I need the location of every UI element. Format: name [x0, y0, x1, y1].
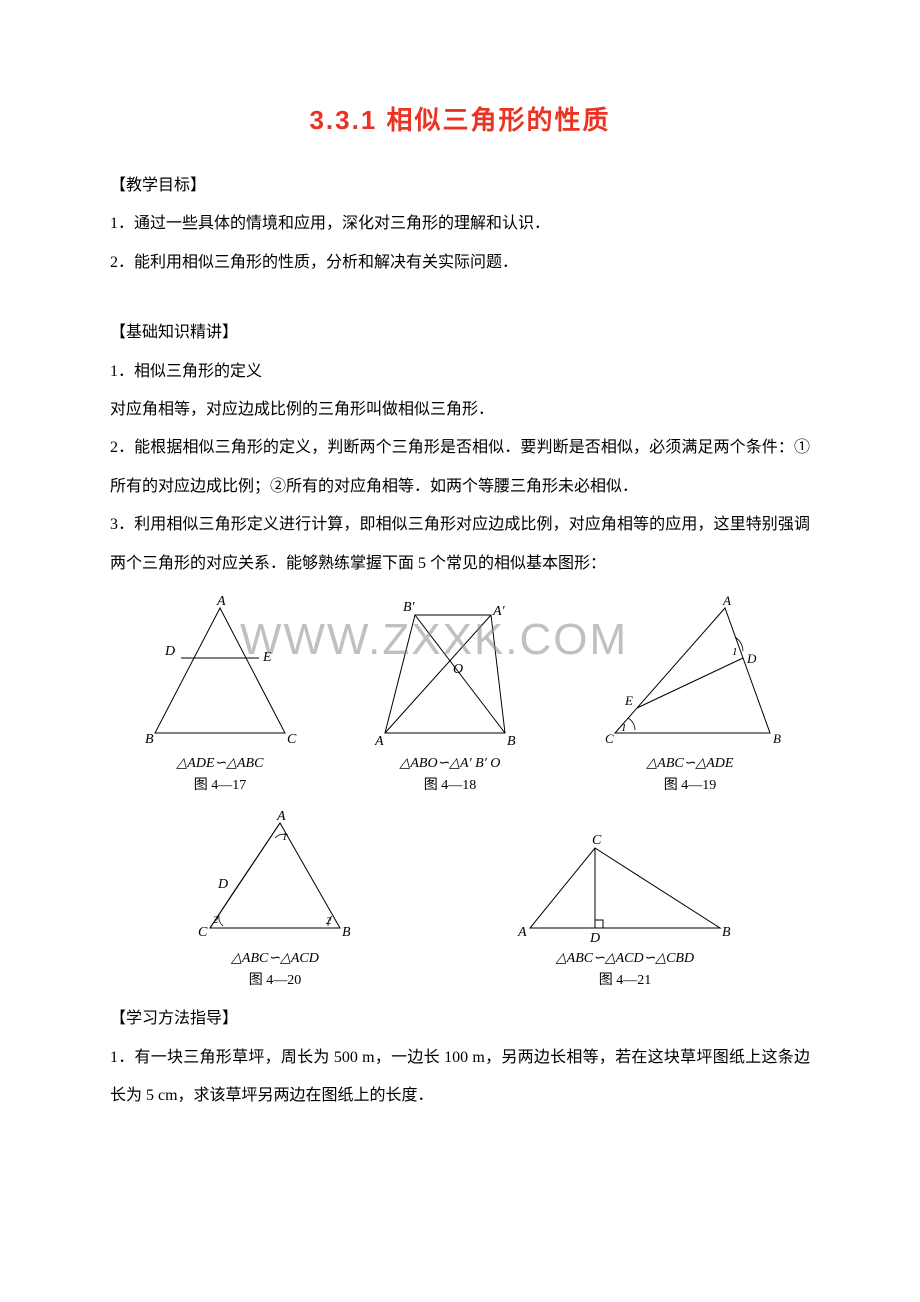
figure-label: 图 4—17 [194, 778, 247, 793]
triangle-diagram-18: B′ A′ O A B [355, 593, 545, 753]
basics-heading: 【基础知识精讲】 [110, 314, 810, 352]
svg-text:D: D [746, 651, 757, 666]
figure-caption-21: △ABC∽△ACD∽△CBD 图 4—21 [556, 948, 694, 993]
figures-row-1: A D E B C △ADE∽△ABC 图 4—17 B′ A′ O A [110, 593, 810, 798]
methods-heading: 【学习方法指导】 [110, 1000, 810, 1038]
svg-text:1: 1 [732, 646, 738, 658]
svg-text:B: B [507, 734, 516, 749]
svg-text:C: C [605, 731, 614, 746]
triangle-diagram-17: A D E B C [135, 593, 305, 753]
figure-4-18: B′ A′ O A B △ABO∽△A′ B′ O 图 4—18 [355, 593, 545, 798]
svg-text:A: A [216, 594, 226, 609]
figure-caption-18: △ABO∽△A′ B′ O 图 4—18 [400, 753, 501, 798]
svg-text:1: 1 [621, 722, 627, 734]
figure-formula: △ABC∽△ADE [647, 756, 734, 771]
figure-4-21: C A D B △ABC∽△ACD∽△CBD 图 4—21 [510, 828, 740, 993]
svg-text:D: D [164, 644, 175, 659]
svg-text:2: 2 [326, 915, 332, 927]
figures-row-2: A D C B 1 2 2 △ABC∽△ACD 图 4—20 C A [110, 808, 810, 993]
objectives-item-1: 1．通过一些具体的情境和应用，深化对三角形的理解和认识． [110, 205, 810, 243]
figure-caption-17: △ADE∽△ABC 图 4—17 [177, 753, 264, 798]
figure-formula: △ADE∽△ABC [177, 756, 264, 771]
figure-label: 图 4—20 [249, 973, 302, 988]
svg-text:1: 1 [282, 831, 288, 843]
svg-text:C: C [198, 925, 208, 940]
basics-item-4: 3．利用相似三角形定义进行计算，即相似三角形对应边成比例，对应角相等的应用，这里… [110, 506, 810, 583]
figure-4-17: A D E B C △ADE∽△ABC 图 4—17 [135, 593, 305, 798]
svg-text:O: O [453, 662, 463, 677]
svg-text:C: C [287, 732, 297, 747]
figure-formula: △ABC∽△ACD [231, 951, 319, 966]
figure-label: 图 4—18 [424, 778, 477, 793]
svg-text:A: A [722, 593, 731, 608]
svg-text:B: B [722, 925, 731, 940]
svg-text:B′: B′ [403, 600, 416, 615]
basics-item-3: 2．能根据相似三角形的定义，判断两个三角形是否相似．要判断是否相似，必须满足两个… [110, 429, 810, 506]
objectives-heading: 【教学目标】 [110, 167, 810, 205]
figure-4-19: A D E C B 1 1 △ABC∽△ADE 图 4—19 [595, 593, 785, 798]
svg-text:B: B [145, 732, 154, 747]
figure-caption-19: △ABC∽△ADE 图 4—19 [647, 753, 734, 798]
svg-text:A′: A′ [492, 604, 506, 619]
basics-item-1: 1．相似三角形的定义 [110, 353, 810, 391]
triangle-diagram-19: A D E C B 1 1 [595, 593, 785, 753]
figure-label: 图 4—19 [664, 778, 717, 793]
triangle-diagram-21: C A D B [510, 828, 740, 948]
svg-text:D: D [589, 931, 600, 946]
svg-text:E: E [624, 693, 633, 708]
figure-formula: △ABO∽△A′ B′ O [400, 756, 501, 771]
svg-text:A: A [517, 925, 527, 940]
figure-label: 图 4—21 [599, 973, 652, 988]
svg-text:A: A [276, 809, 286, 824]
objectives-item-2: 2．能利用相似三角形的性质，分析和解决有关实际问题． [110, 244, 810, 282]
spacer [110, 282, 810, 306]
basics-item-2: 对应角相等，对应边成比例的三角形叫做相似三角形． [110, 391, 810, 429]
svg-text:B: B [342, 925, 351, 940]
figure-caption-20: △ABC∽△ACD 图 4—20 [231, 948, 319, 993]
figure-formula: △ABC∽△ACD∽△CBD [556, 951, 694, 966]
page-title: 3.3.1 相似三角形的性质 [110, 100, 810, 137]
svg-text:D: D [217, 877, 228, 892]
figure-4-20: A D C B 1 2 2 △ABC∽△ACD 图 4—20 [180, 808, 370, 993]
svg-text:2: 2 [213, 914, 219, 926]
svg-text:C: C [592, 833, 602, 848]
triangle-diagram-20: A D C B 1 2 2 [180, 808, 370, 948]
svg-text:B: B [773, 731, 781, 746]
methods-item-1: 1．有一块三角形草坪，周长为 500 m，一边长 100 m，另两边长相等，若在… [110, 1039, 810, 1116]
svg-text:E: E [262, 650, 272, 665]
svg-text:A: A [374, 734, 384, 749]
